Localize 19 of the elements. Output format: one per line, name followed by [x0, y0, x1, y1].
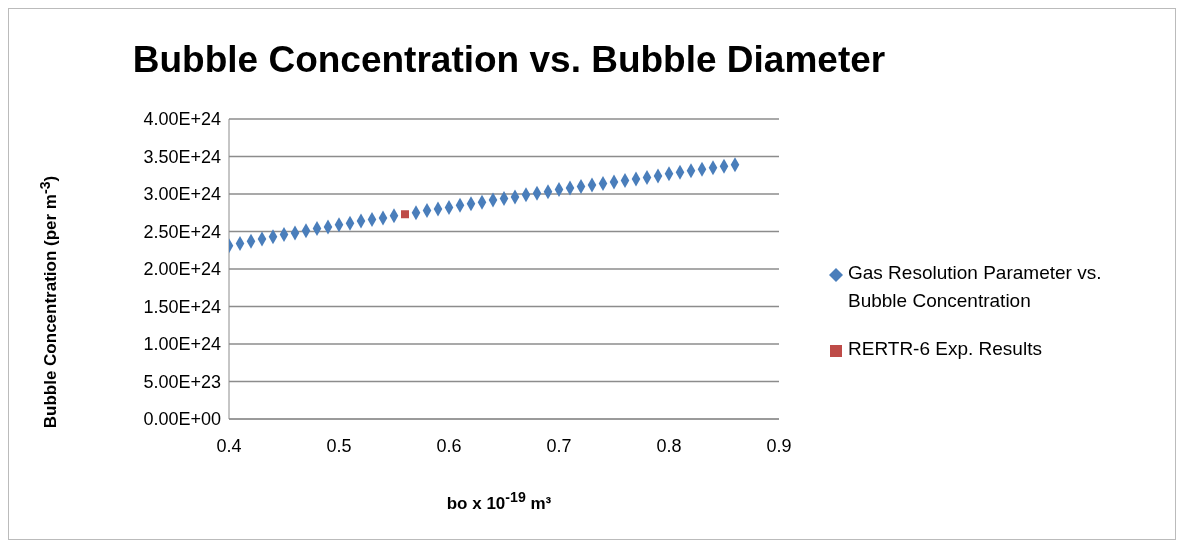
- y-tick-label: 2.00E+24: [143, 259, 221, 280]
- y-tick-label: 2.50E+24: [143, 221, 221, 242]
- y-tick-label: 0.00E+00: [143, 409, 221, 430]
- x-tick-label: 0.7: [546, 435, 572, 456]
- y-tick-label: 1.00E+24: [143, 334, 221, 355]
- y-tick-label: 1.50E+24: [143, 296, 221, 317]
- y-tick-label: 4.00E+24: [143, 109, 221, 130]
- x-tick-label: 0.5: [326, 435, 352, 456]
- y-tick-label: 5.00E+23: [143, 371, 221, 392]
- chart-title: Bubble Concentration vs. Bubble Diameter: [131, 39, 887, 81]
- x-tick-label: 0.9: [766, 435, 792, 456]
- x-tick-label: 0.8: [656, 435, 682, 456]
- y-tick-label: 3.00E+24: [143, 184, 221, 205]
- x-tick-label: 0.6: [436, 435, 462, 456]
- x-axis-title: bo x 10$^{-19}$ m³: [445, 489, 553, 514]
- legend-label: Gas Resolution Parameter vs. Bubble Concentration: [848, 261, 1103, 313]
- y-tick-label: 3.50E+24: [143, 146, 221, 167]
- legend-label: RERTR-6 Exp. Results: [848, 337, 1042, 361]
- x-tick-label: 0.4: [216, 435, 242, 456]
